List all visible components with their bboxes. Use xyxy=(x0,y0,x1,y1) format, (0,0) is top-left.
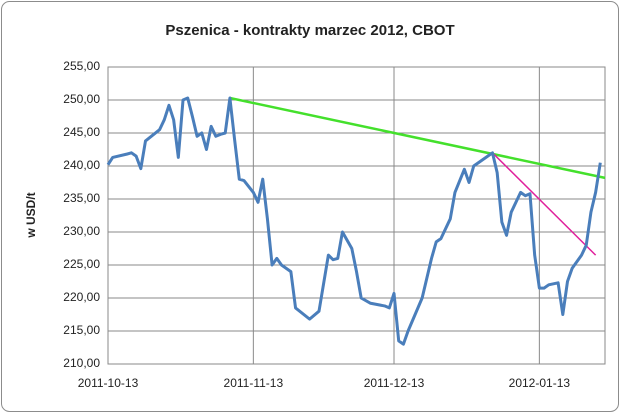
x-tick-label: 2012-01-13 xyxy=(509,376,571,390)
chart-title: Pszenica - kontrakty marzec 2012, CBOT xyxy=(165,22,454,39)
y-tick-label: 235,00 xyxy=(63,191,100,205)
y-tick-label: 210,00 xyxy=(63,356,100,370)
y-tick-label: 250,00 xyxy=(63,92,100,106)
y-tick-label: 215,00 xyxy=(63,323,100,337)
plot-area xyxy=(107,66,606,365)
y-tick-label: 220,00 xyxy=(63,290,100,304)
y-tick-label: 230,00 xyxy=(63,224,100,238)
y-tick-label: 240,00 xyxy=(63,158,100,172)
y-axis-label: w USD/t xyxy=(24,192,38,238)
x-tick-label: 2011-11-13 xyxy=(224,376,284,390)
x-tick-label: 2011-10-13 xyxy=(78,376,139,390)
data-line xyxy=(106,96,602,346)
y-tick-label: 255,00 xyxy=(63,59,100,73)
x-tick-label: 2011-12-13 xyxy=(364,376,425,390)
trend-line xyxy=(229,96,606,180)
y-tick-label: 245,00 xyxy=(63,125,100,139)
trend-line xyxy=(491,152,597,256)
y-tick-label: 225,00 xyxy=(63,257,100,271)
